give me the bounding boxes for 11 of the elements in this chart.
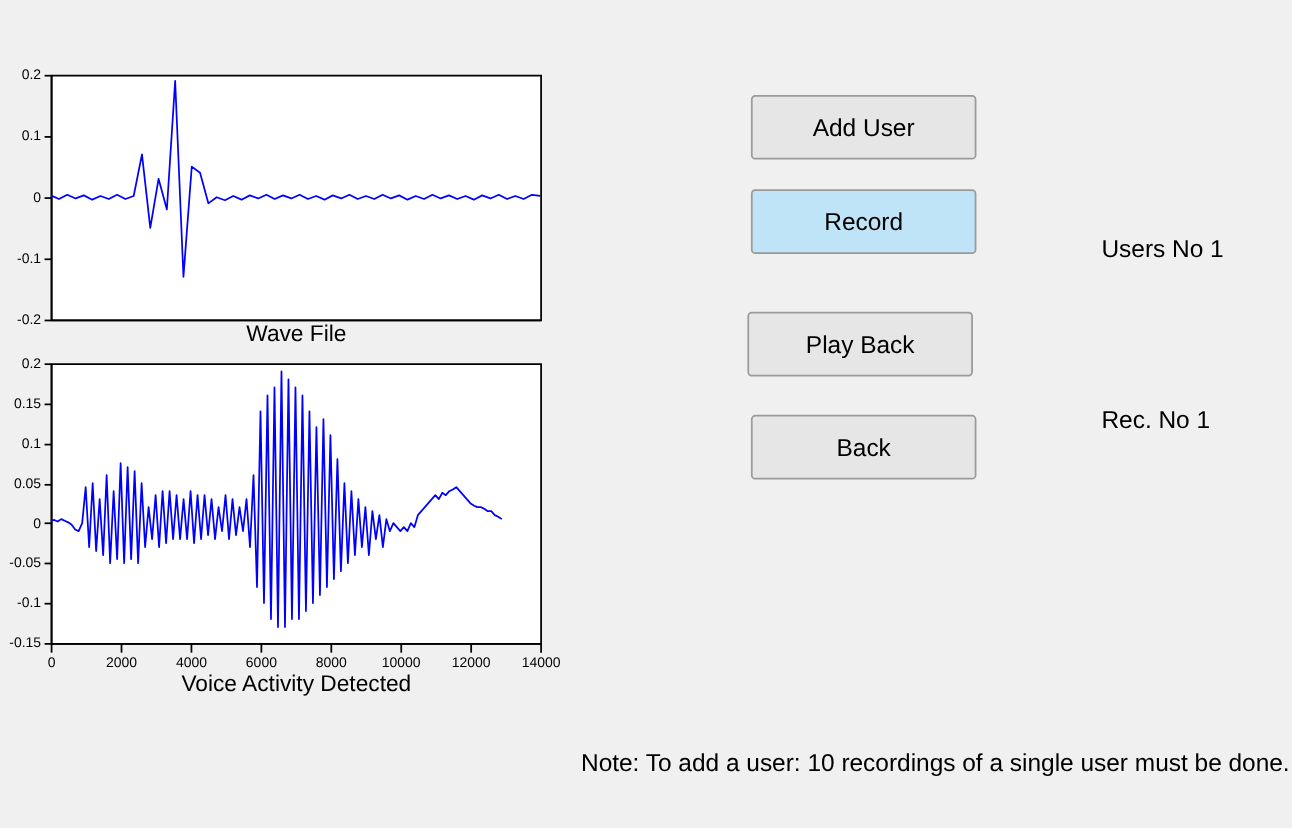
text: Back xyxy=(836,433,893,462)
text: Users No 1 xyxy=(1101,234,1225,263)
line-series xyxy=(50,80,541,278)
x-axis-title: Wave File xyxy=(246,323,347,348)
text: Play Back xyxy=(805,330,917,359)
line-series xyxy=(50,370,503,628)
text: Add User xyxy=(812,114,915,143)
x-axis-title: Voice Activity Detected xyxy=(181,673,412,698)
text: Record xyxy=(824,208,904,237)
text: Rec. No 1 xyxy=(1101,405,1211,434)
text: Note: To add a user: 10 recordings of a single user must be done. xyxy=(581,748,1290,777)
